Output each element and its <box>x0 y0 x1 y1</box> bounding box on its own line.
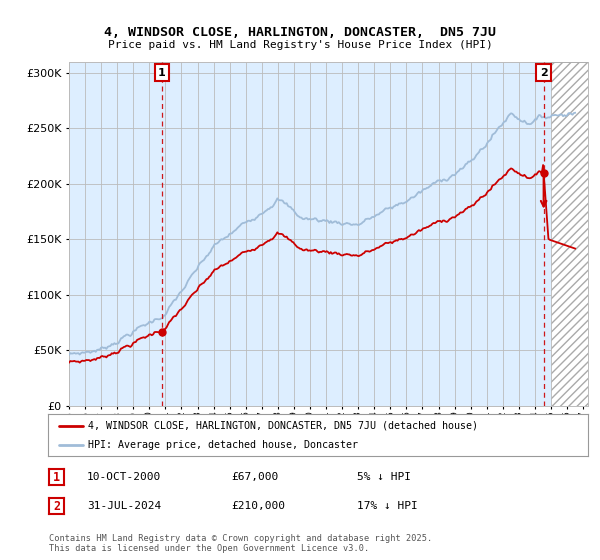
Text: 4, WINDSOR CLOSE, HARLINGTON, DONCASTER,  DN5 7JU: 4, WINDSOR CLOSE, HARLINGTON, DONCASTER,… <box>104 26 496 39</box>
Text: 4, WINDSOR CLOSE, HARLINGTON, DONCASTER, DN5 7JU (detached house): 4, WINDSOR CLOSE, HARLINGTON, DONCASTER,… <box>89 421 479 431</box>
Bar <box>551 62 600 406</box>
Text: 2: 2 <box>53 500 61 513</box>
Text: 1: 1 <box>53 470 61 484</box>
Text: 10-OCT-2000: 10-OCT-2000 <box>87 472 161 482</box>
Text: 31-JUL-2024: 31-JUL-2024 <box>87 501 161 511</box>
Text: £210,000: £210,000 <box>231 501 285 511</box>
Text: 1: 1 <box>158 68 166 78</box>
Text: 2: 2 <box>540 68 548 78</box>
Text: 17% ↓ HPI: 17% ↓ HPI <box>357 501 418 511</box>
Text: 5% ↓ HPI: 5% ↓ HPI <box>357 472 411 482</box>
Text: Contains HM Land Registry data © Crown copyright and database right 2025.
This d: Contains HM Land Registry data © Crown c… <box>49 534 433 553</box>
Text: Price paid vs. HM Land Registry's House Price Index (HPI): Price paid vs. HM Land Registry's House … <box>107 40 493 50</box>
Text: HPI: Average price, detached house, Doncaster: HPI: Average price, detached house, Donc… <box>89 440 359 450</box>
Text: £67,000: £67,000 <box>231 472 278 482</box>
